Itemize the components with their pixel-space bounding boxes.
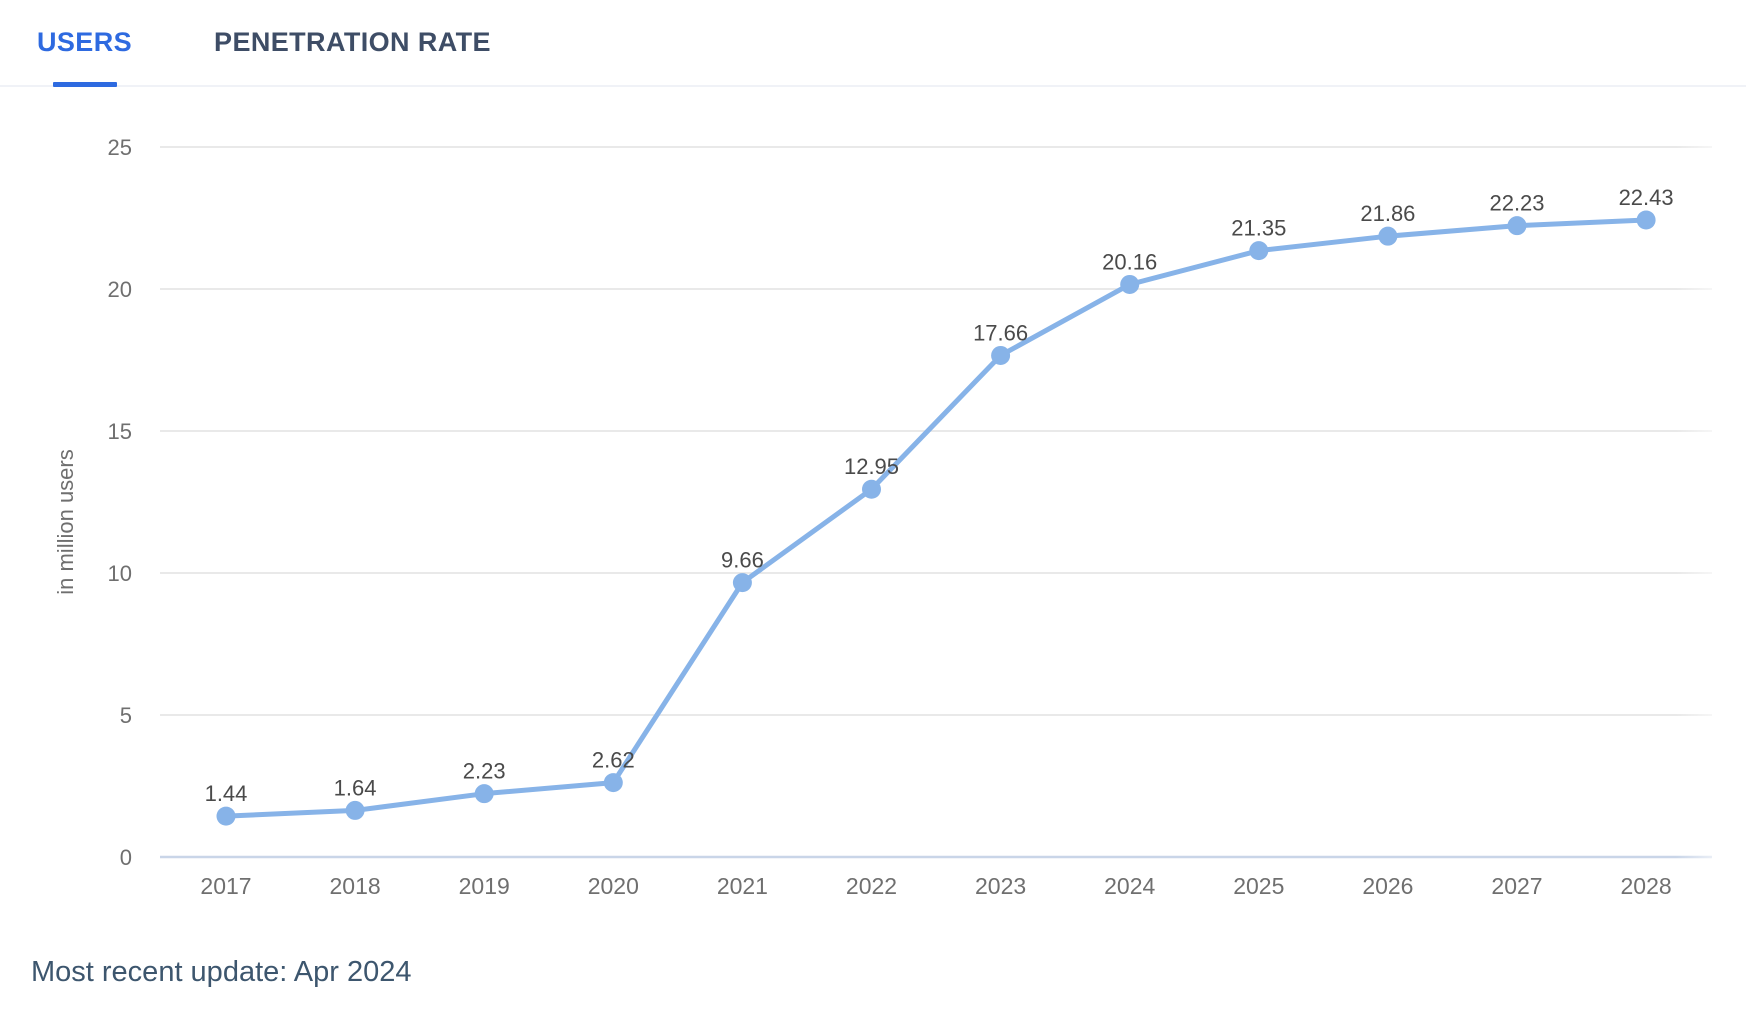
tab-bar: USERS PENETRATION RATE [0,0,1746,87]
x-tick-label-2026: 2026 [1362,873,1413,899]
x-tick-label-2021: 2021 [717,873,768,899]
x-tick-label-2020: 2020 [588,873,639,899]
data-point-2019[interactable] [474,784,494,804]
y-tick-label: 25 [108,135,132,160]
point-value-label: 1.44 [205,781,248,806]
data-point-2023[interactable] [991,345,1011,365]
tab-penetration-rate[interactable]: PENETRATION RATE [214,27,491,57]
x-tick-label-2024: 2024 [1104,873,1155,899]
x-tick-label-2022: 2022 [846,873,897,899]
point-value-label: 9.66 [721,548,764,573]
y-tick-label: 20 [108,277,132,302]
data-point-2025[interactable] [1249,241,1269,261]
data-point-2021[interactable] [732,573,752,593]
point-value-label: 12.95 [844,454,899,479]
point-value-label: 2.23 [463,759,506,784]
data-point-2020[interactable] [603,773,623,793]
point-value-label: 22.23 [1489,191,1544,216]
y-tick-label: 5 [120,703,132,728]
data-point-2028[interactable] [1636,210,1656,230]
x-tick-label-2017: 2017 [200,873,251,899]
y-tick-label: 15 [108,419,132,444]
line-series-users [223,217,1649,819]
x-tick-label-2023: 2023 [975,873,1026,899]
point-value-label: 2.62 [592,748,635,773]
point-value-label: 1.64 [334,775,377,800]
data-point-2017[interactable] [216,806,236,826]
x-tick-label-2027: 2027 [1491,873,1542,899]
data-point-2026[interactable] [1378,226,1398,246]
x-tick-label-2028: 2028 [1621,873,1672,899]
point-value-label: 17.66 [973,320,1028,345]
last-update-note: Most recent update: Apr 2024 [31,956,412,988]
y-axis-title: in million users [53,449,78,595]
data-point-2024[interactable] [1120,274,1140,294]
point-value-label: 20.16 [1102,249,1157,274]
tab-users[interactable]: USERS [37,0,132,85]
point-value-label: 22.43 [1619,185,1674,210]
point-value-label: 21.35 [1231,216,1286,241]
data-point-2022[interactable] [862,479,881,499]
y-tick-label: 10 [108,561,132,586]
data-point-2018[interactable] [345,800,365,820]
x-tick-label-2019: 2019 [459,873,510,899]
x-tick-label-2018: 2018 [330,873,381,899]
point-value-label: 21.86 [1360,201,1415,226]
data-point-2027[interactable] [1507,216,1527,236]
x-tick-label-2025: 2025 [1233,873,1284,899]
y-tick-label: 0 [120,845,132,870]
